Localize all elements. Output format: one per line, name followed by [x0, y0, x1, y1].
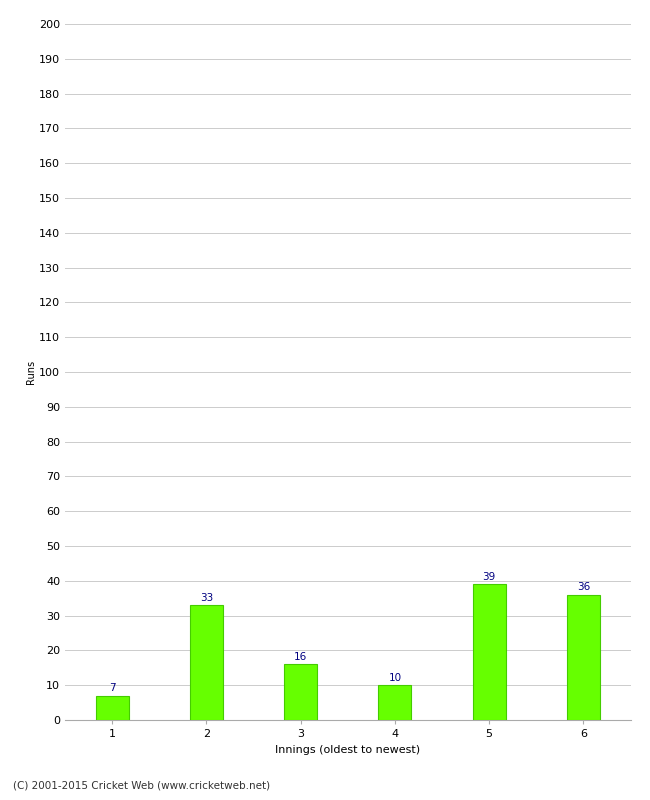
Bar: [284, 664, 317, 720]
Bar: [96, 696, 129, 720]
Text: 10: 10: [388, 673, 402, 682]
Text: 36: 36: [577, 582, 590, 592]
Text: 7: 7: [109, 683, 116, 694]
Text: 16: 16: [294, 652, 307, 662]
X-axis label: Innings (oldest to newest): Innings (oldest to newest): [275, 745, 421, 754]
Bar: [473, 584, 506, 720]
Bar: [378, 685, 411, 720]
Text: 39: 39: [482, 572, 496, 582]
Y-axis label: Runs: Runs: [26, 360, 36, 384]
Bar: [190, 605, 223, 720]
Text: (C) 2001-2015 Cricket Web (www.cricketweb.net): (C) 2001-2015 Cricket Web (www.cricketwe…: [13, 781, 270, 790]
Bar: [567, 594, 600, 720]
Text: 33: 33: [200, 593, 213, 602]
